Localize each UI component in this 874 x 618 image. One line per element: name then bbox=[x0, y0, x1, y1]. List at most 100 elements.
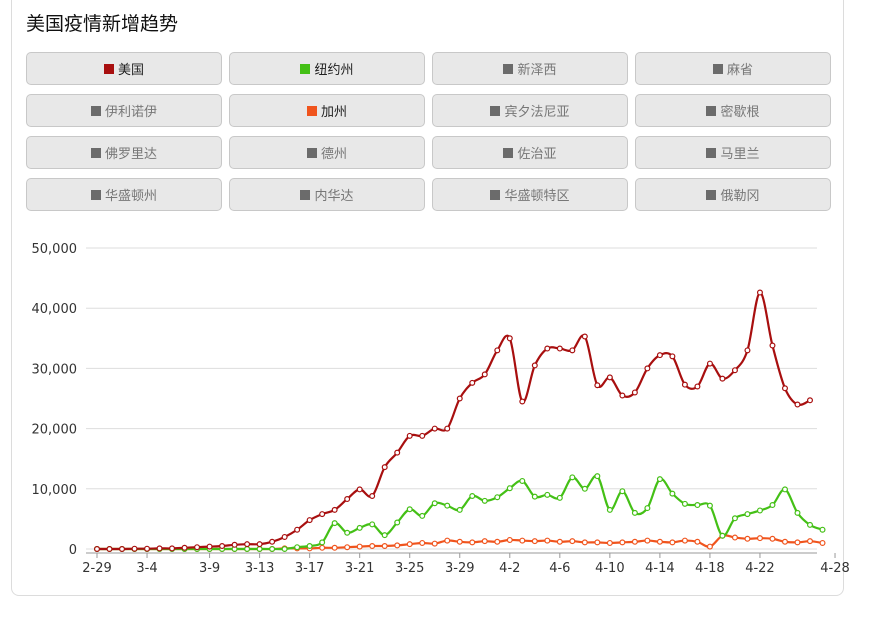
legend-swatch bbox=[90, 105, 101, 116]
data-point bbox=[506, 485, 513, 492]
legend-swatch bbox=[490, 105, 501, 116]
legend-button[interactable]: 伊利诺伊 bbox=[26, 94, 222, 127]
data-point bbox=[469, 539, 476, 546]
data-point bbox=[244, 541, 251, 548]
data-point bbox=[356, 543, 363, 550]
data-point bbox=[706, 502, 713, 509]
data-point bbox=[631, 538, 638, 545]
data-point bbox=[231, 541, 238, 548]
legend-button[interactable]: 纽约州 bbox=[229, 52, 425, 85]
data-point bbox=[506, 536, 513, 543]
data-point bbox=[744, 535, 751, 542]
data-point bbox=[744, 511, 751, 518]
legend-button[interactable]: 新泽西 bbox=[432, 52, 628, 85]
data-point bbox=[556, 538, 563, 545]
data-point bbox=[431, 540, 438, 547]
data-point bbox=[544, 491, 551, 498]
line-chart: 0 10,000 20,000 30,000 40,000 50,000 2-29 3-4 3-… bbox=[32, 242, 850, 576]
data-point bbox=[769, 502, 776, 509]
data-point bbox=[406, 541, 413, 548]
data-point bbox=[681, 381, 688, 388]
data-point bbox=[644, 365, 651, 372]
data-point bbox=[581, 333, 588, 340]
data-point bbox=[144, 545, 151, 552]
data-point bbox=[631, 389, 638, 396]
data-point bbox=[631, 509, 638, 516]
data-point bbox=[519, 477, 526, 484]
legend-button[interactable]: 美国 bbox=[26, 52, 222, 85]
data-point bbox=[269, 538, 276, 545]
data-point bbox=[794, 401, 801, 408]
legend-button[interactable]: 德州 bbox=[229, 136, 425, 169]
data-point bbox=[306, 517, 313, 524]
data-point bbox=[444, 502, 451, 509]
data-point bbox=[331, 506, 338, 513]
data-point bbox=[669, 353, 676, 360]
data-point bbox=[669, 490, 676, 497]
data-point bbox=[469, 493, 476, 500]
legend-swatch bbox=[706, 189, 717, 200]
data-point bbox=[431, 500, 438, 507]
data-point bbox=[369, 542, 376, 549]
data-point bbox=[606, 374, 613, 381]
legend-label: 马里兰 bbox=[720, 147, 760, 162]
data-point bbox=[481, 371, 488, 378]
legend-button[interactable]: 华盛顿特区 bbox=[432, 178, 628, 211]
data-point bbox=[644, 537, 651, 544]
data-point bbox=[194, 544, 201, 551]
legend-button[interactable]: 密歇根 bbox=[635, 94, 831, 127]
data-point bbox=[381, 542, 388, 549]
x-tick-label: 4-28 bbox=[820, 561, 850, 576]
data-point bbox=[206, 543, 213, 550]
legend-button[interactable]: 华盛顿州 bbox=[26, 178, 222, 211]
legend-button[interactable]: 加州 bbox=[229, 94, 425, 127]
data-point bbox=[694, 538, 701, 545]
data-point bbox=[756, 289, 763, 296]
data-point bbox=[456, 395, 463, 402]
data-point bbox=[119, 546, 126, 553]
data-point bbox=[781, 385, 788, 392]
data-point bbox=[519, 398, 526, 405]
data-point bbox=[481, 497, 488, 504]
x-tick-label: 3-29 bbox=[445, 561, 475, 576]
data-point bbox=[494, 347, 501, 354]
data-point bbox=[381, 464, 388, 471]
data-point bbox=[319, 539, 326, 546]
data-point bbox=[669, 539, 676, 546]
data-point bbox=[419, 512, 426, 519]
legend-button[interactable]: 内华达 bbox=[229, 178, 425, 211]
legend-swatch bbox=[306, 147, 317, 158]
data-point bbox=[594, 539, 601, 546]
legend-button[interactable]: 马里兰 bbox=[635, 136, 831, 169]
data-point bbox=[581, 539, 588, 546]
legend-label: 德州 bbox=[320, 147, 347, 162]
legend-button[interactable]: 佛罗里达 bbox=[26, 136, 222, 169]
x-tick-label: 4-14 bbox=[645, 561, 675, 576]
legend-button[interactable]: 俄勒冈 bbox=[635, 178, 831, 211]
legend-swatch bbox=[706, 147, 717, 158]
data-point bbox=[394, 449, 401, 456]
x-tick-label: 4-2 bbox=[499, 561, 520, 576]
data-point bbox=[719, 532, 726, 539]
chart-title: 美国疫情新增趋势 bbox=[26, 13, 179, 35]
legend-swatch bbox=[712, 63, 723, 74]
legend-button[interactable]: 麻省 bbox=[635, 52, 831, 85]
data-point bbox=[606, 539, 613, 546]
legend-button[interactable]: 宾夕法尼亚 bbox=[432, 94, 628, 127]
data-point bbox=[319, 544, 326, 551]
legend-label: 华盛顿州 bbox=[104, 189, 157, 204]
data-point bbox=[556, 345, 563, 352]
data-point bbox=[181, 544, 188, 551]
data-point bbox=[344, 529, 351, 536]
y-tick-label: 50,000 bbox=[32, 242, 78, 257]
data-point bbox=[531, 362, 538, 369]
data-point bbox=[744, 347, 751, 354]
data-point bbox=[106, 546, 113, 553]
data-point bbox=[569, 538, 576, 545]
legend-button[interactable]: 佐治亚 bbox=[432, 136, 628, 169]
data-point bbox=[306, 542, 313, 549]
data-point bbox=[494, 538, 501, 545]
data-point bbox=[594, 473, 601, 480]
x-tick-label: 3-9 bbox=[199, 561, 220, 576]
data-point bbox=[344, 496, 351, 503]
